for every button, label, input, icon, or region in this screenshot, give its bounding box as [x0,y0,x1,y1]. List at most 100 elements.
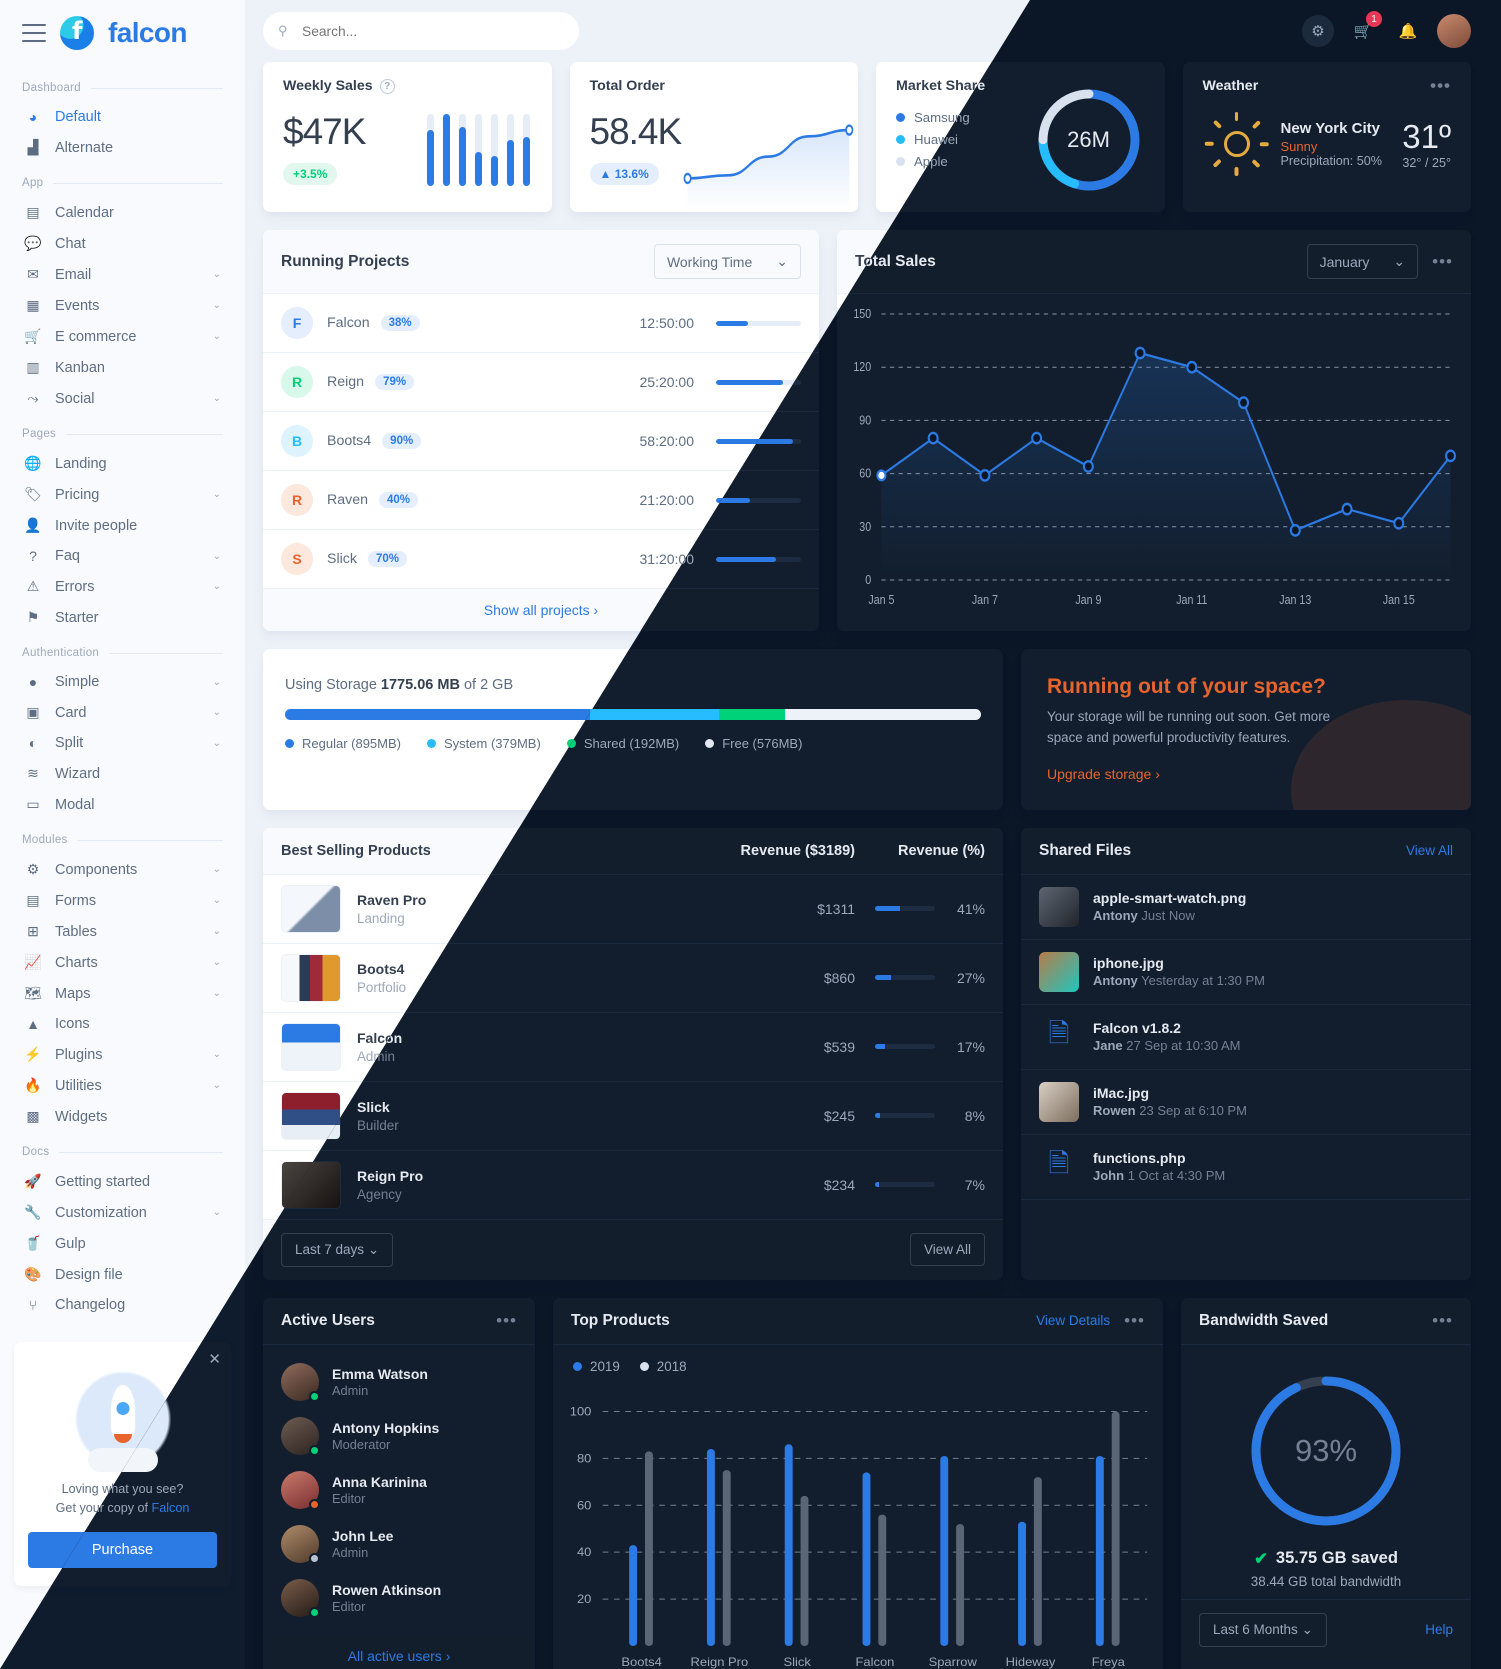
sidebar-item-email[interactable]: ✉Email⌄ [16,259,229,290]
cart-badge: 1 [1366,11,1382,27]
bar-7 [522,113,530,186]
total-order-linechart [679,94,858,212]
chevron-down-icon[interactable]: ⌄ [212,550,221,562]
last-6-months-dropdown[interactable]: Last 6 Months ⌄ [1199,1612,1327,1647]
sidebar-item-utilities[interactable]: 🔥Utilities⌄ [24,1077,221,1094]
weather-precipitation: Precipitation: 50% [1280,154,1383,168]
sidebar-item-landing[interactable]: 🌐Landing [24,455,107,472]
last-7-days-dropdown[interactable]: Last 7 days ⌄ [281,1232,394,1267]
shopping-cart-icon[interactable]: 🛒 1 [1347,11,1382,47]
sidebar-item-chat[interactable]: 💬Chat [24,235,86,252]
chevron-down-icon[interactable]: ⌄ [212,269,221,280]
sidebar-item-customization[interactable]: 🔧Customization⌄ [24,1204,221,1221]
sidebar-item-faq[interactable]: ?Faq⌄ [16,541,229,571]
table-row[interactable]: B Boots4 90% 58:20:00 [263,412,819,471]
sidebar-item-widgets[interactable]: ▩Widgets [16,1101,229,1132]
view-all-button[interactable]: View All [909,1233,985,1267]
col-percent-header: Revenue (%) [897,842,985,859]
sidebar-item-events[interactable]: ▦Events⌄ [16,290,229,321]
table-row[interactable]: F Falcon 38% 12:50:00 [263,294,819,353]
chevron-down-icon[interactable]: ⌄ [212,331,221,342]
sidebar-item-charts[interactable]: 📈Charts⌄ [24,954,221,971]
sidebar-item-components[interactable]: ⚙Components⌄ [16,854,229,885]
close-icon[interactable]: ✕ [208,1351,221,1368]
month-dropdown[interactable]: January⌄ [1306,244,1419,279]
sidebar-item-invite-people[interactable]: 👤Invite people [24,517,138,534]
chevron-down-icon[interactable]: ⌄ [212,988,221,999]
ellipsis-icon[interactable]: ••• [496,1310,517,1330]
file-user: Jane [1093,1038,1123,1054]
sidebar-item-forms[interactable]: ▤Forms⌄ [16,885,229,916]
sidebar-item-plugins[interactable]: ⚡Plugins⌄ [24,1046,221,1063]
sidebar-item-changelog[interactable]: ⑂Changelog [16,1290,229,1320]
ellipsis-icon[interactable]: ••• [1430,76,1451,95]
nav-section-pages: Pages [16,414,229,448]
chevron-down-icon[interactable]: ⌄ [212,581,221,592]
sidebar-item-modal[interactable]: ▭Modal [16,789,229,820]
gear-icon[interactable]: ⚙ [1302,15,1334,47]
chevron-down-icon[interactable]: ⌄ [212,926,221,937]
chevron-down-icon[interactable]: ⌄ [212,393,221,404]
sidebar-item-kanban[interactable]: ▥Kanban [16,352,229,383]
sidebar-item-maps[interactable]: 🗺Maps⌄ [24,985,221,1002]
sidebar-item-default[interactable]: ◕Default [16,102,229,132]
chevron-down-icon[interactable]: ⌄ [212,1049,221,1060]
sidebar-item-wizard[interactable]: ≋Wizard [16,758,229,789]
sidebar-item-design-file[interactable]: 🎨Design file [24,1266,123,1283]
table-row[interactable]: Reign Pro Agency $234 7% [263,1151,1003,1220]
sidebar-item-starter[interactable]: ⚑Starter [16,602,229,633]
sidebar-item-e-commerce[interactable]: 🛒E commerce⌄ [24,328,221,345]
help-link[interactable]: Help [1425,1622,1453,1638]
question-mark-icon[interactable]: ? [379,78,395,94]
chevron-down-icon[interactable]: ⌄ [212,300,221,311]
chevron-down-icon[interactable]: ⌄ [212,737,221,749]
sidebar-item-simple[interactable]: ●Simple⌄ [16,667,229,697]
sidebar-item-icons[interactable]: ▲Icons [16,1009,229,1039]
sidebar-item-social[interactable]: ⤳Social⌄ [16,383,229,414]
view-details-link[interactable]: View Details [1036,1313,1111,1329]
table-row[interactable]: R Reign 79% 25:20:00 [263,353,819,412]
chevron-down-icon[interactable]: ⌄ [212,707,221,718]
table-row[interactable]: Slick Builder $245 8% [263,1082,1003,1151]
ellipsis-icon[interactable]: ••• [1124,1310,1145,1330]
working-time-dropdown[interactable]: Working Time⌄ [653,244,801,279]
shared-files-view-all[interactable]: View All [1405,843,1453,859]
chevron-down-icon[interactable]: ⌄ [212,676,221,688]
sidebar-item-card[interactable]: ▣Card⌄ [16,697,229,728]
avatar[interactable] [1437,14,1471,48]
all-active-users-link[interactable]: All active users › [263,1634,535,1669]
bell-icon[interactable]: 🔔 [1398,23,1418,40]
chevron-down-icon[interactable]: ⌄ [212,895,221,906]
search-input[interactable] [263,12,579,50]
upgrade-storage-link[interactable]: Upgrade storage › [1047,765,1160,782]
sidebar-item-split[interactable]: ◐Split⌄ [16,728,229,758]
hamburger-menu-icon[interactable] [22,24,46,42]
chevron-down-icon[interactable]: ⌄ [212,957,221,968]
sidebar-item-calendar[interactable]: ▤Calendar [16,197,229,228]
search-box[interactable]: ⚲ [263,12,579,50]
chevron-down-icon[interactable]: ⌄ [212,1080,221,1091]
sidebar-item-getting-started[interactable]: 🚀Getting started [24,1173,151,1190]
falcon-link[interactable]: Falcon [151,1500,190,1515]
chevron-down-icon[interactable]: ⌄ [212,1207,221,1218]
sidebar-item-gulp[interactable]: 🥤Gulp [24,1235,86,1252]
sidebar-item-errors[interactable]: ⚠Errors⌄ [16,571,229,602]
chevron-down-icon[interactable]: ⌄ [212,489,221,500]
sidebar-item-alternate[interactable]: ▟Alternate [16,132,229,163]
ellipsis-icon[interactable]: ••• [1432,251,1453,271]
status-badge: 90% [382,433,422,449]
ellipsis-icon[interactable]: ••• [1432,1310,1453,1330]
sidebar-item-tables[interactable]: ⊞Tables⌄ [16,916,229,947]
sidebar-item-pricing[interactable]: 🏷Pricing⌄ [24,486,221,503]
chevron-down-icon[interactable]: ⌄ [212,864,221,875]
